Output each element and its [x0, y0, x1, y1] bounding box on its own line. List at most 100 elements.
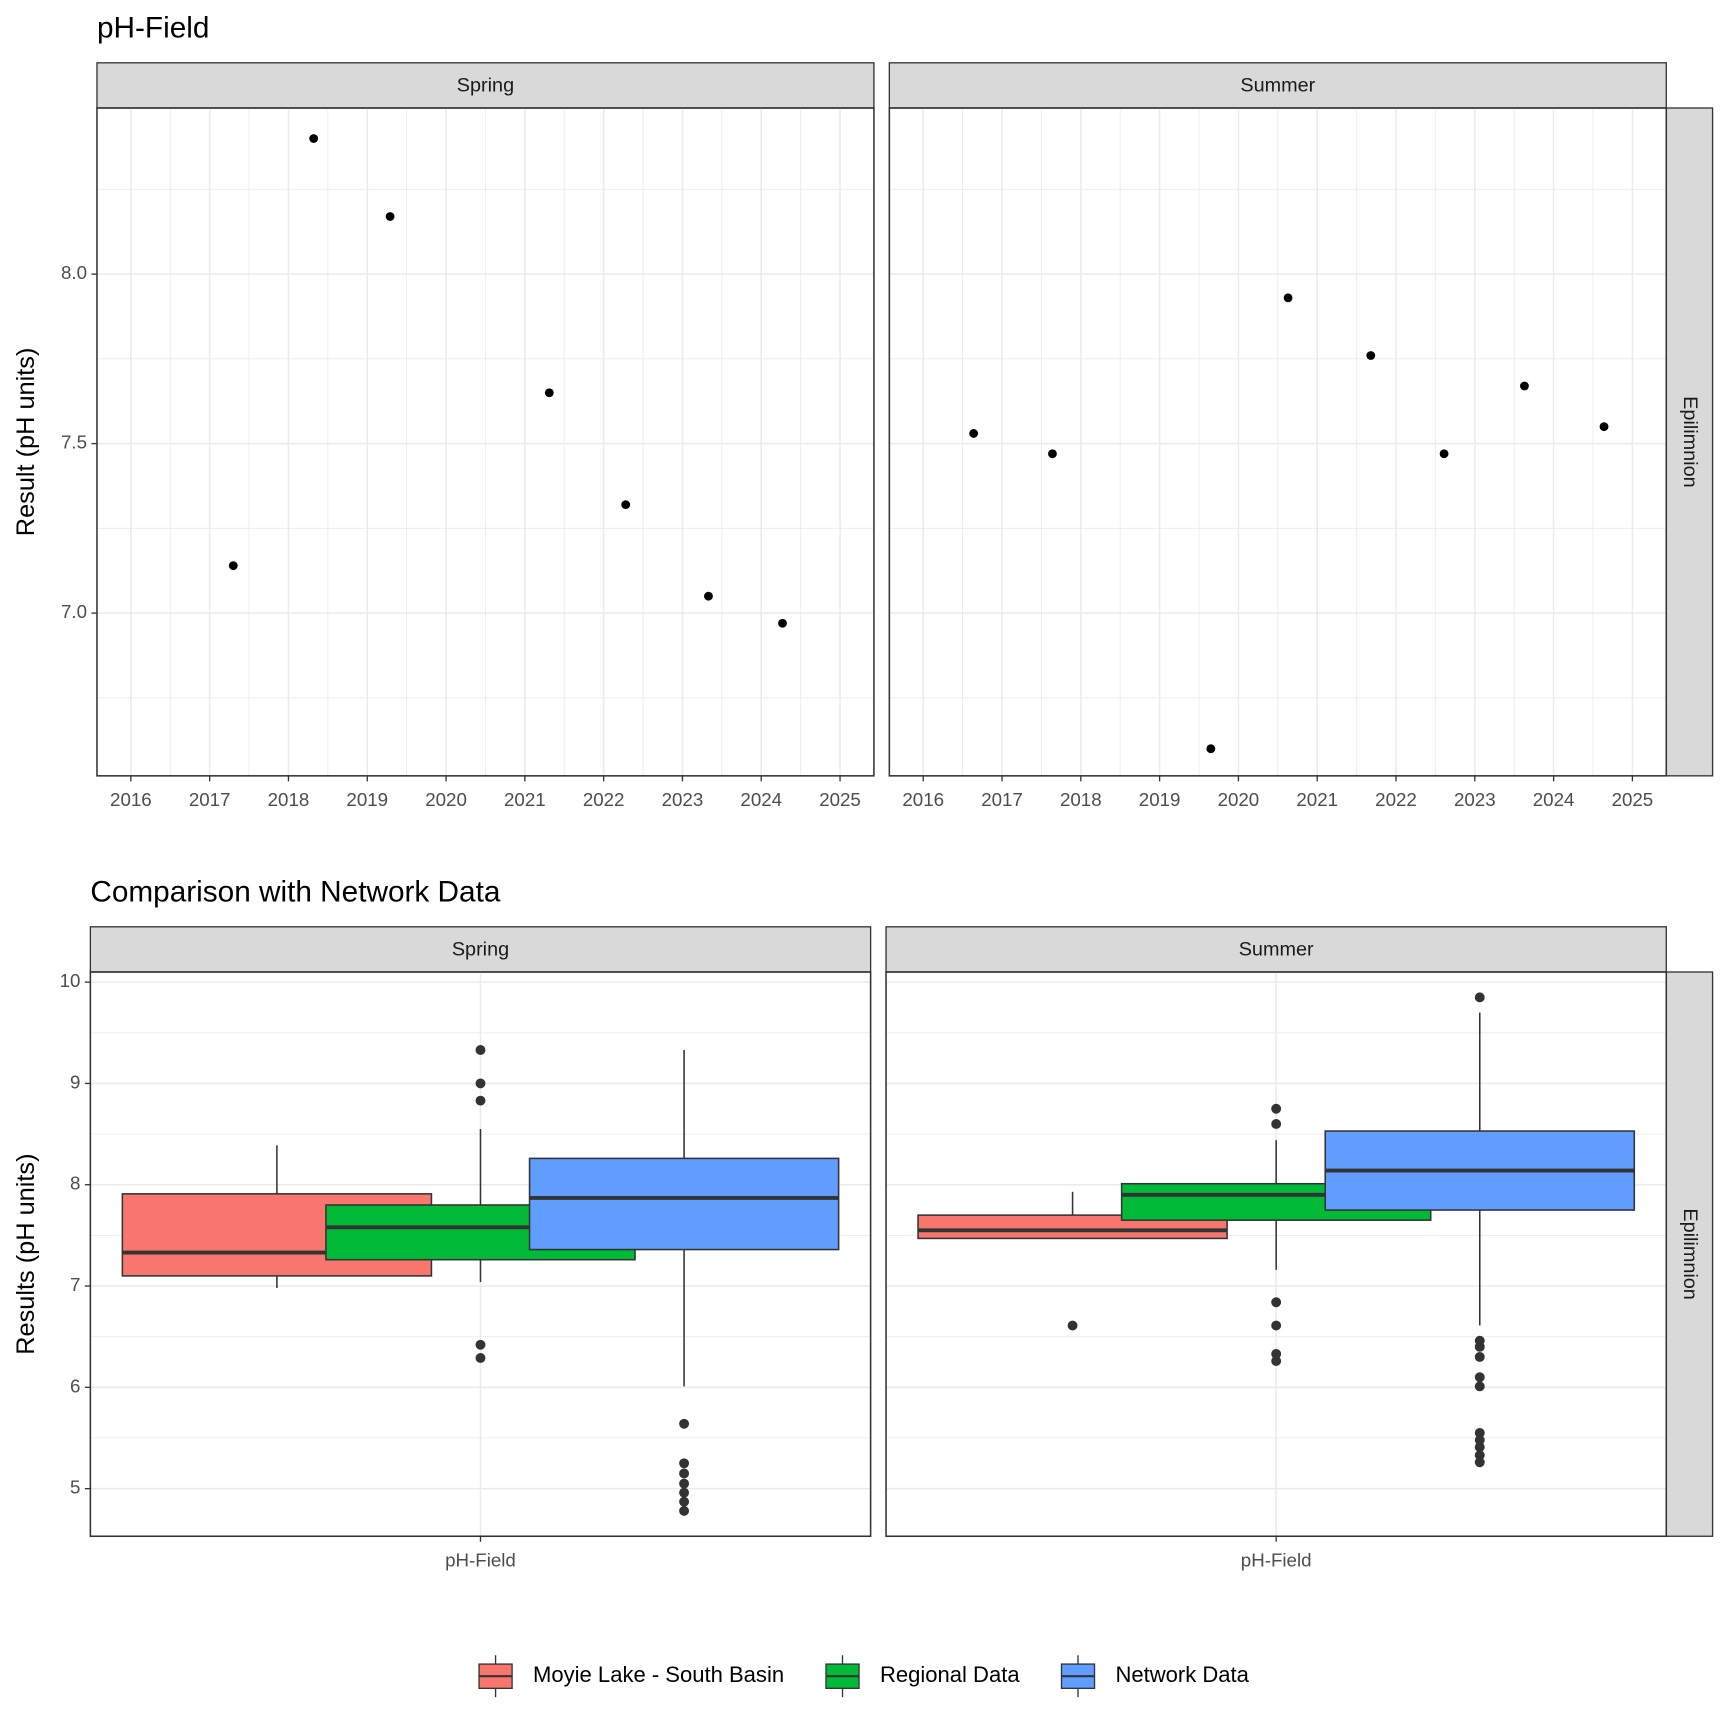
- point: [969, 429, 979, 438]
- point: [1048, 449, 1057, 459]
- outlier: [679, 1505, 690, 1516]
- chart-title: Comparison with Network Data: [90, 876, 500, 909]
- outlier: [1474, 1341, 1485, 1352]
- point: [1206, 744, 1216, 754]
- x-tick-label: 2024: [740, 789, 782, 810]
- legend: Moyie Lake - South Basin Regional Data Net…: [478, 1655, 1250, 1698]
- outlier: [1474, 1442, 1485, 1453]
- point: [704, 591, 713, 601]
- y-tick-label: 7: [70, 1274, 80, 1295]
- outlier: [1271, 1356, 1282, 1366]
- outlier: [1271, 1118, 1282, 1129]
- panel-border: [89, 971, 872, 1538]
- x-tick-label: 2023: [662, 789, 704, 810]
- x-tick-label: 2020: [425, 789, 467, 810]
- y-tick-label: 5: [70, 1477, 80, 1498]
- point: [544, 388, 554, 398]
- x-tick-label: 2021: [504, 789, 546, 810]
- outlier: [1474, 1427, 1485, 1438]
- x-tick-label: 2019: [1139, 789, 1181, 810]
- x-tick-label: 2017: [981, 789, 1023, 810]
- x-tick-label: 2023: [1454, 789, 1496, 810]
- outlier: [475, 1078, 486, 1089]
- box: [528, 1157, 840, 1251]
- outlier: [475, 1352, 486, 1363]
- outlier: [1474, 1435, 1485, 1445]
- facet-strip: [885, 926, 1667, 973]
- y-tick-label: 7.0: [61, 601, 87, 622]
- y-tick-label: 10: [60, 970, 81, 991]
- point: [228, 561, 238, 571]
- outlier: [679, 1487, 690, 1498]
- x-tick-label: 2022: [1375, 789, 1417, 810]
- y-axis-title: Results (pH units): [12, 1153, 40, 1354]
- y-tick-label: 9: [70, 1071, 80, 1092]
- point: [309, 134, 319, 143]
- point: [1520, 381, 1529, 391]
- y-tick-label: 6: [70, 1375, 80, 1396]
- outlier: [1474, 1372, 1485, 1383]
- outlier: [1474, 1450, 1485, 1461]
- x-tick-label: 2022: [583, 789, 625, 810]
- point: [385, 212, 395, 221]
- row-strip: [1665, 107, 1714, 777]
- x-tick-label: 2016: [110, 789, 152, 810]
- outlier: [1474, 992, 1485, 1003]
- row-strip: [1665, 971, 1714, 1537]
- point: [1439, 449, 1449, 459]
- outlier: [679, 1458, 690, 1469]
- x-tick-label: 2021: [1296, 789, 1338, 810]
- outlier: [1067, 1320, 1078, 1331]
- x-tick-label: 2025: [1612, 789, 1654, 810]
- y-tick-label: 8.0: [61, 262, 87, 283]
- row-strip-label: Epilimnion: [1679, 396, 1701, 487]
- outlier: [475, 1045, 486, 1055]
- panel-border: [888, 107, 1668, 777]
- facet-label: Summer: [1240, 75, 1315, 97]
- outlier: [1271, 1297, 1282, 1308]
- legend-label: Network Data: [1115, 1662, 1249, 1687]
- point: [1283, 293, 1293, 303]
- outlier: [679, 1496, 690, 1507]
- legend-label: Regional Data: [880, 1662, 1020, 1687]
- chart-title: pH-Field: [97, 12, 209, 45]
- outlier: [679, 1418, 690, 1429]
- x-tick-label: 2024: [1533, 789, 1575, 810]
- y-tick-label: 8: [70, 1173, 80, 1194]
- panel-border: [885, 971, 1668, 1538]
- outlier: [1474, 1381, 1485, 1392]
- x-tick-label: 2017: [189, 789, 231, 810]
- y-tick-label: 7.5: [61, 432, 87, 453]
- x-tick-label: 2019: [346, 789, 388, 810]
- facet-label: Spring: [457, 75, 514, 97]
- row-strip-label: Epilimnion: [1679, 1208, 1701, 1299]
- facet-label: Summer: [1239, 939, 1314, 961]
- facet-label: Spring: [452, 939, 509, 961]
- y-axis-title: Result (pH units): [12, 348, 40, 537]
- x-tick-label: 2025: [819, 789, 861, 810]
- x-tick-label: pH-Field: [445, 1550, 516, 1571]
- x-tick-label: 2018: [1060, 789, 1102, 810]
- outlier: [475, 1339, 486, 1350]
- outlier: [1474, 1457, 1485, 1468]
- x-tick-label: 2018: [268, 789, 310, 810]
- outlier: [475, 1095, 486, 1106]
- point: [1599, 422, 1609, 432]
- outlier: [1474, 1351, 1485, 1362]
- outlier: [679, 1478, 690, 1489]
- facet-strip: [888, 62, 1667, 109]
- panel-border: [96, 107, 875, 777]
- point: [621, 500, 631, 510]
- x-tick-label: pH-Field: [1241, 1550, 1312, 1571]
- outlier: [679, 1468, 690, 1479]
- point: [778, 618, 787, 628]
- outlier: [1271, 1320, 1282, 1331]
- legend-label: Moyie Lake - South Basin: [533, 1662, 784, 1687]
- facet-strip: [96, 62, 875, 109]
- outlier: [1271, 1348, 1282, 1359]
- outlier: [1271, 1103, 1282, 1114]
- x-tick-label: 2016: [902, 789, 944, 810]
- x-tick-label: 2020: [1218, 789, 1260, 810]
